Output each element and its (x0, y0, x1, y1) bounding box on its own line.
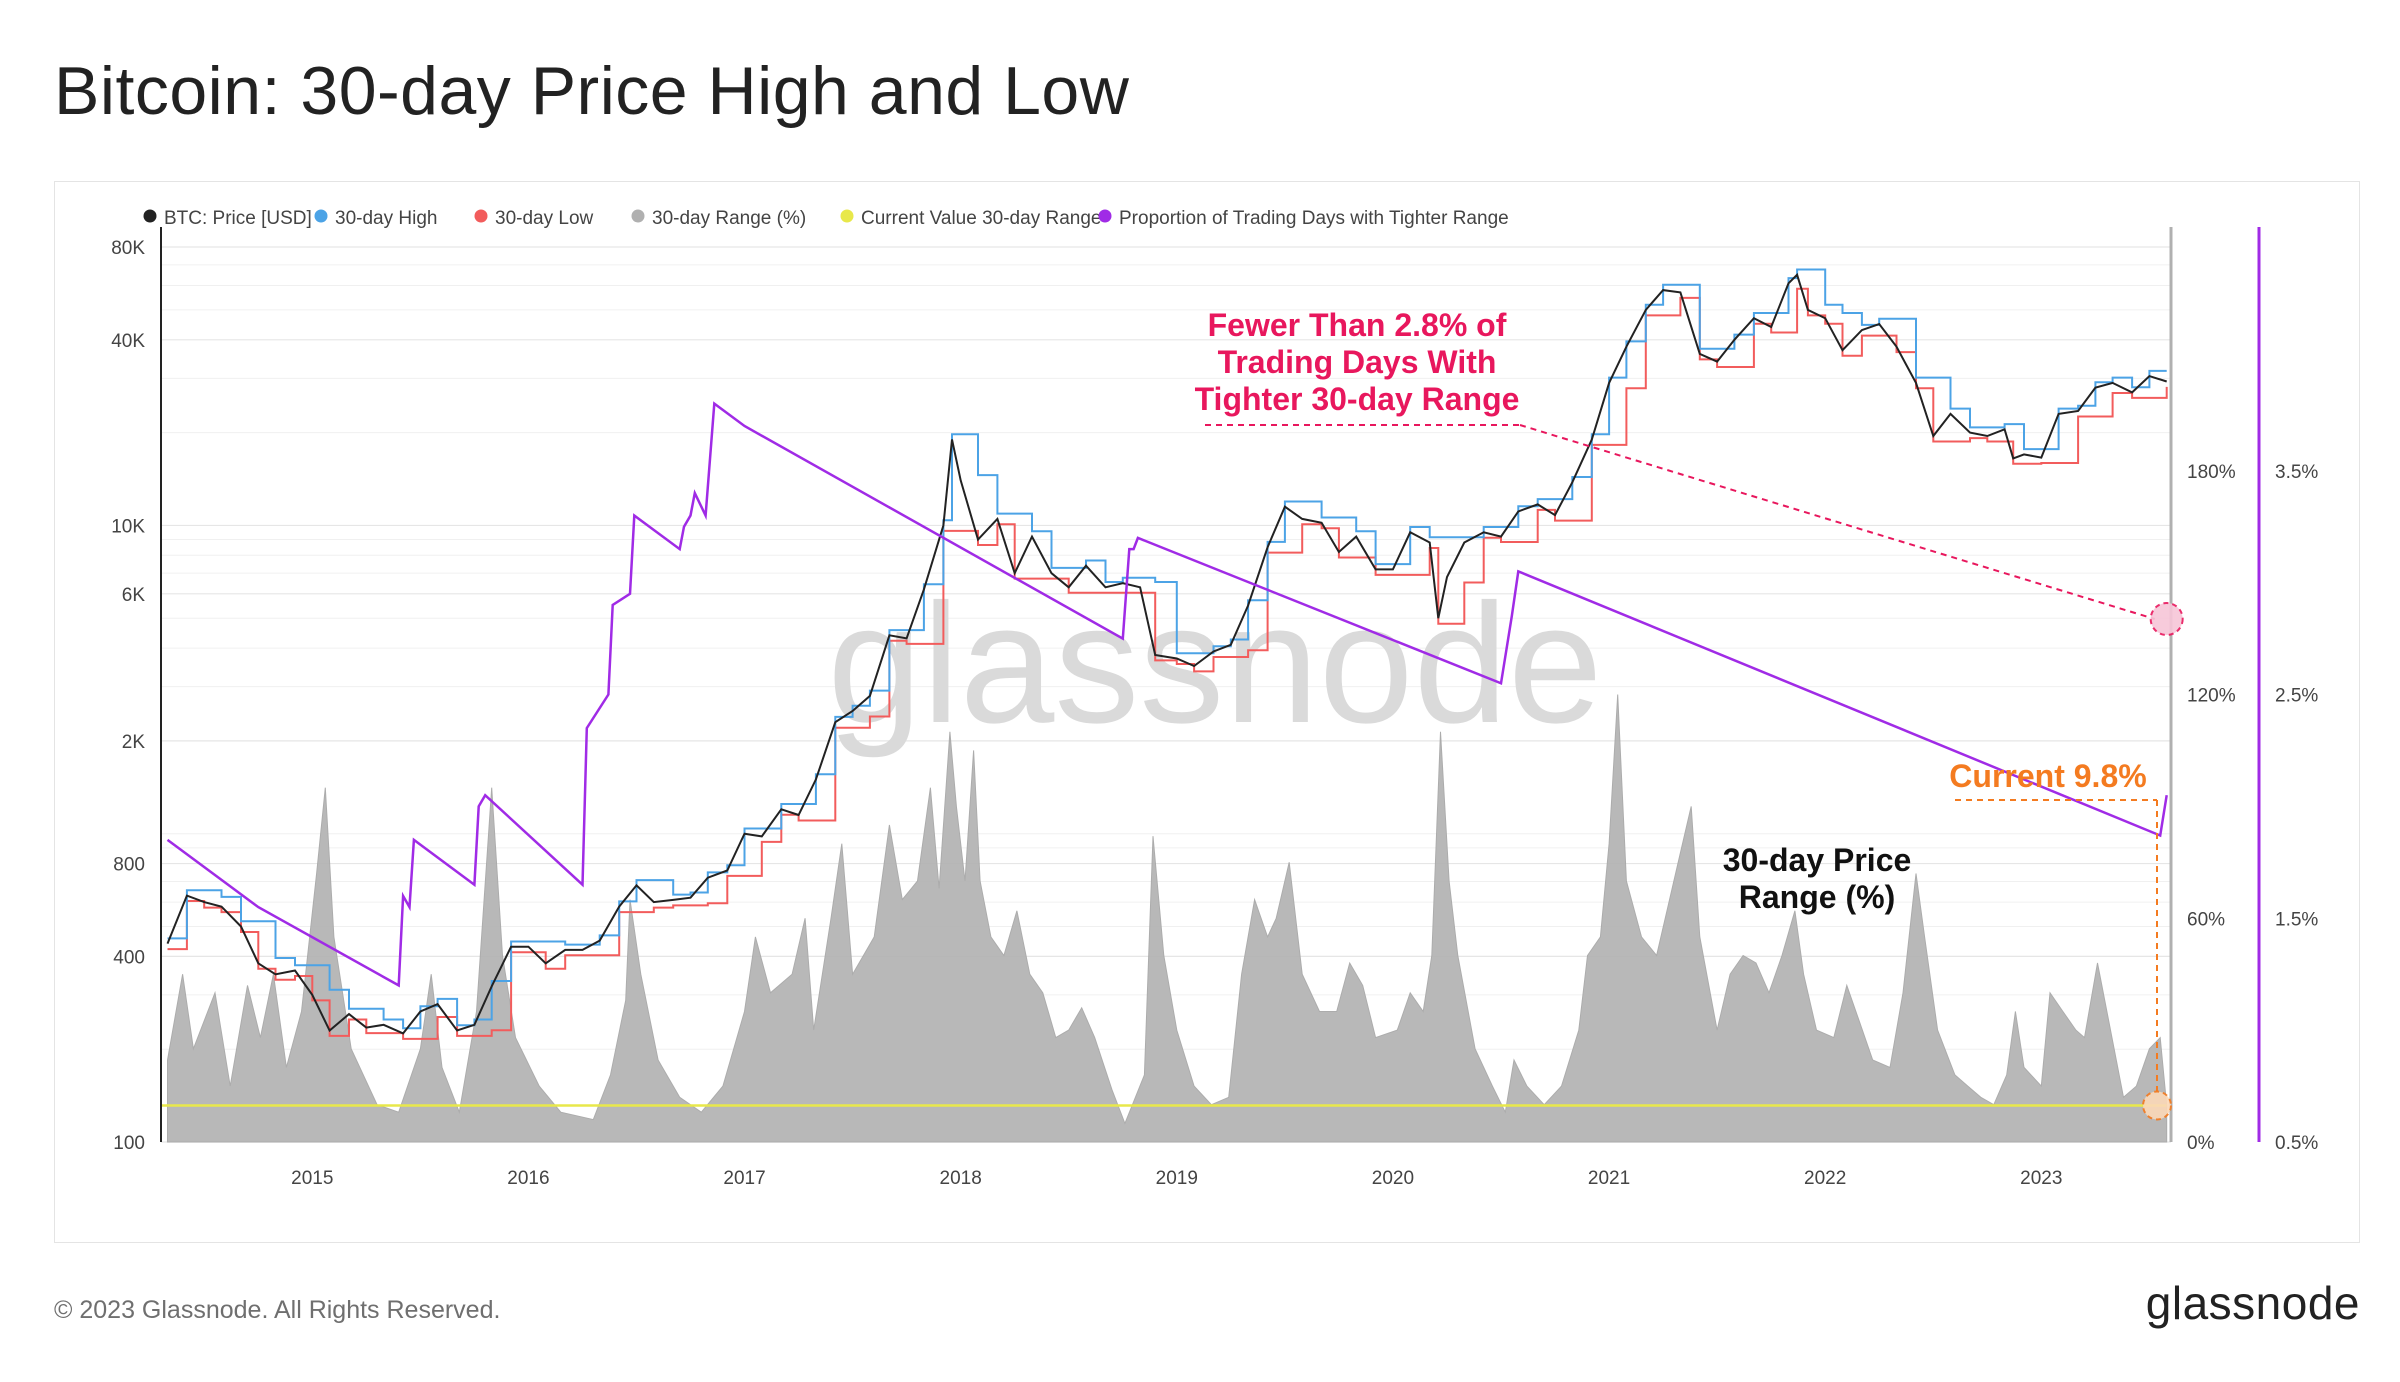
y-left-tick-6: 40K (111, 331, 145, 352)
y-right-proportion-tick-3: 3.5% (2275, 462, 2318, 483)
y-left-tick-7: 80K (111, 238, 145, 259)
low-line (167, 287, 2168, 1040)
x-tick-3: 2018 (940, 1168, 982, 1189)
y-left-tick-5: 10K (111, 516, 145, 537)
x-tick-6: 2021 (1588, 1168, 1630, 1189)
y-right-range-tick-1: 60% (2187, 909, 2225, 930)
annotation-fewer-connector (1519, 424, 2155, 620)
y-right-proportion-tick-2: 2.5% (2275, 686, 2318, 707)
y-left-tick-2: 800 (113, 855, 145, 876)
legend-swatch-0 (143, 209, 157, 223)
y-left-tick-0: 100 (113, 1133, 145, 1154)
x-tick-8: 2023 (2020, 1168, 2062, 1189)
legend-swatch-1 (314, 209, 328, 223)
y-right-range-tick-0: 0% (2187, 1133, 2215, 1154)
footer-copyright: © 2023 Glassnode. All Rights Reserved. (54, 1296, 501, 1324)
legend-label-4: Current Value 30-day Range (861, 208, 1101, 229)
legend-swatch-3 (631, 209, 645, 223)
range-series (166, 694, 2168, 1143)
x-tick-5: 2020 (1372, 1168, 1414, 1189)
annotation-fewer-marker (2149, 602, 2184, 636)
annotations: Fewer Than 2.8% of Trading Days With Tig… (1195, 307, 2184, 1121)
page-title: Bitcoin: 30-day Price High and Low (54, 53, 1130, 129)
y-left-tick-4: 6K (122, 585, 146, 606)
annotation-fewer-line2: Trading Days With (1218, 344, 1497, 380)
axes: 100 400 800 2K 6K 10K 40K 80K 0% 60% 120% 180% 0.5% 1… (111, 227, 2318, 1189)
legend-swatch-5 (1098, 209, 1112, 223)
range-area (166, 694, 2168, 1143)
low-series (167, 287, 2168, 1040)
legend-swatch-4 (840, 209, 854, 223)
y-right-proportion-tick-1: 1.5% (2275, 909, 2318, 930)
watermark: glassnode (827, 569, 1602, 759)
y-left-tick-1: 400 (113, 947, 145, 968)
annotation-fewer-line3: Tighter 30-day Range (1195, 381, 1520, 417)
price-series (166, 272, 2167, 1035)
annotation-current: Current 9.8% (1949, 758, 2146, 794)
footer-brand-logo: glassnode (2145, 1277, 2360, 1329)
legend-label-0: BTC: Price [USD] (164, 208, 312, 229)
legend-label-1: 30-day High (335, 208, 437, 229)
high-series (167, 268, 2167, 1030)
proportion-series (166, 401, 2168, 988)
high-line (167, 268, 2167, 1030)
chart-svg: BTC: Price [USD] 30-day High 30-day Low 30-… (111, 208, 2318, 1189)
legend-swatch-2 (474, 209, 488, 223)
y-right-proportion-tick-0: 0.5% (2275, 1133, 2318, 1154)
proportion-line (166, 401, 2168, 988)
legend-label-5: Proportion of Trading Days with Tighter … (1119, 208, 1509, 229)
x-tick-4: 2019 (1156, 1168, 1198, 1189)
y-left-tick-3: 2K (122, 732, 146, 753)
x-tick-7: 2022 (1804, 1168, 1846, 1189)
legend-label-3: 30-day Range (%) (652, 208, 806, 229)
annotation-fewer-line1: Fewer Than 2.8% of (1208, 307, 1507, 343)
annotation-current-marker (2142, 1090, 2172, 1121)
y-right-range-tick-3: 180% (2187, 462, 2236, 483)
legend: BTC: Price [USD] 30-day High 30-day Low 30-… (143, 208, 1509, 229)
x-tick-1: 2016 (507, 1168, 549, 1189)
annotation-range-line2: Range (%) (1739, 879, 1895, 915)
y-right-range-tick-2: 120% (2187, 686, 2236, 707)
x-tick-0: 2015 (291, 1168, 333, 1189)
price-line (166, 272, 2167, 1035)
x-tick-2: 2017 (723, 1168, 765, 1189)
annotation-range-line1: 30-day Price (1723, 842, 1912, 878)
legend-label-2: 30-day Low (495, 208, 594, 229)
chart-frame: BTC: Price [USD] 30-day High 30-day Low 30-… (54, 181, 2360, 1243)
